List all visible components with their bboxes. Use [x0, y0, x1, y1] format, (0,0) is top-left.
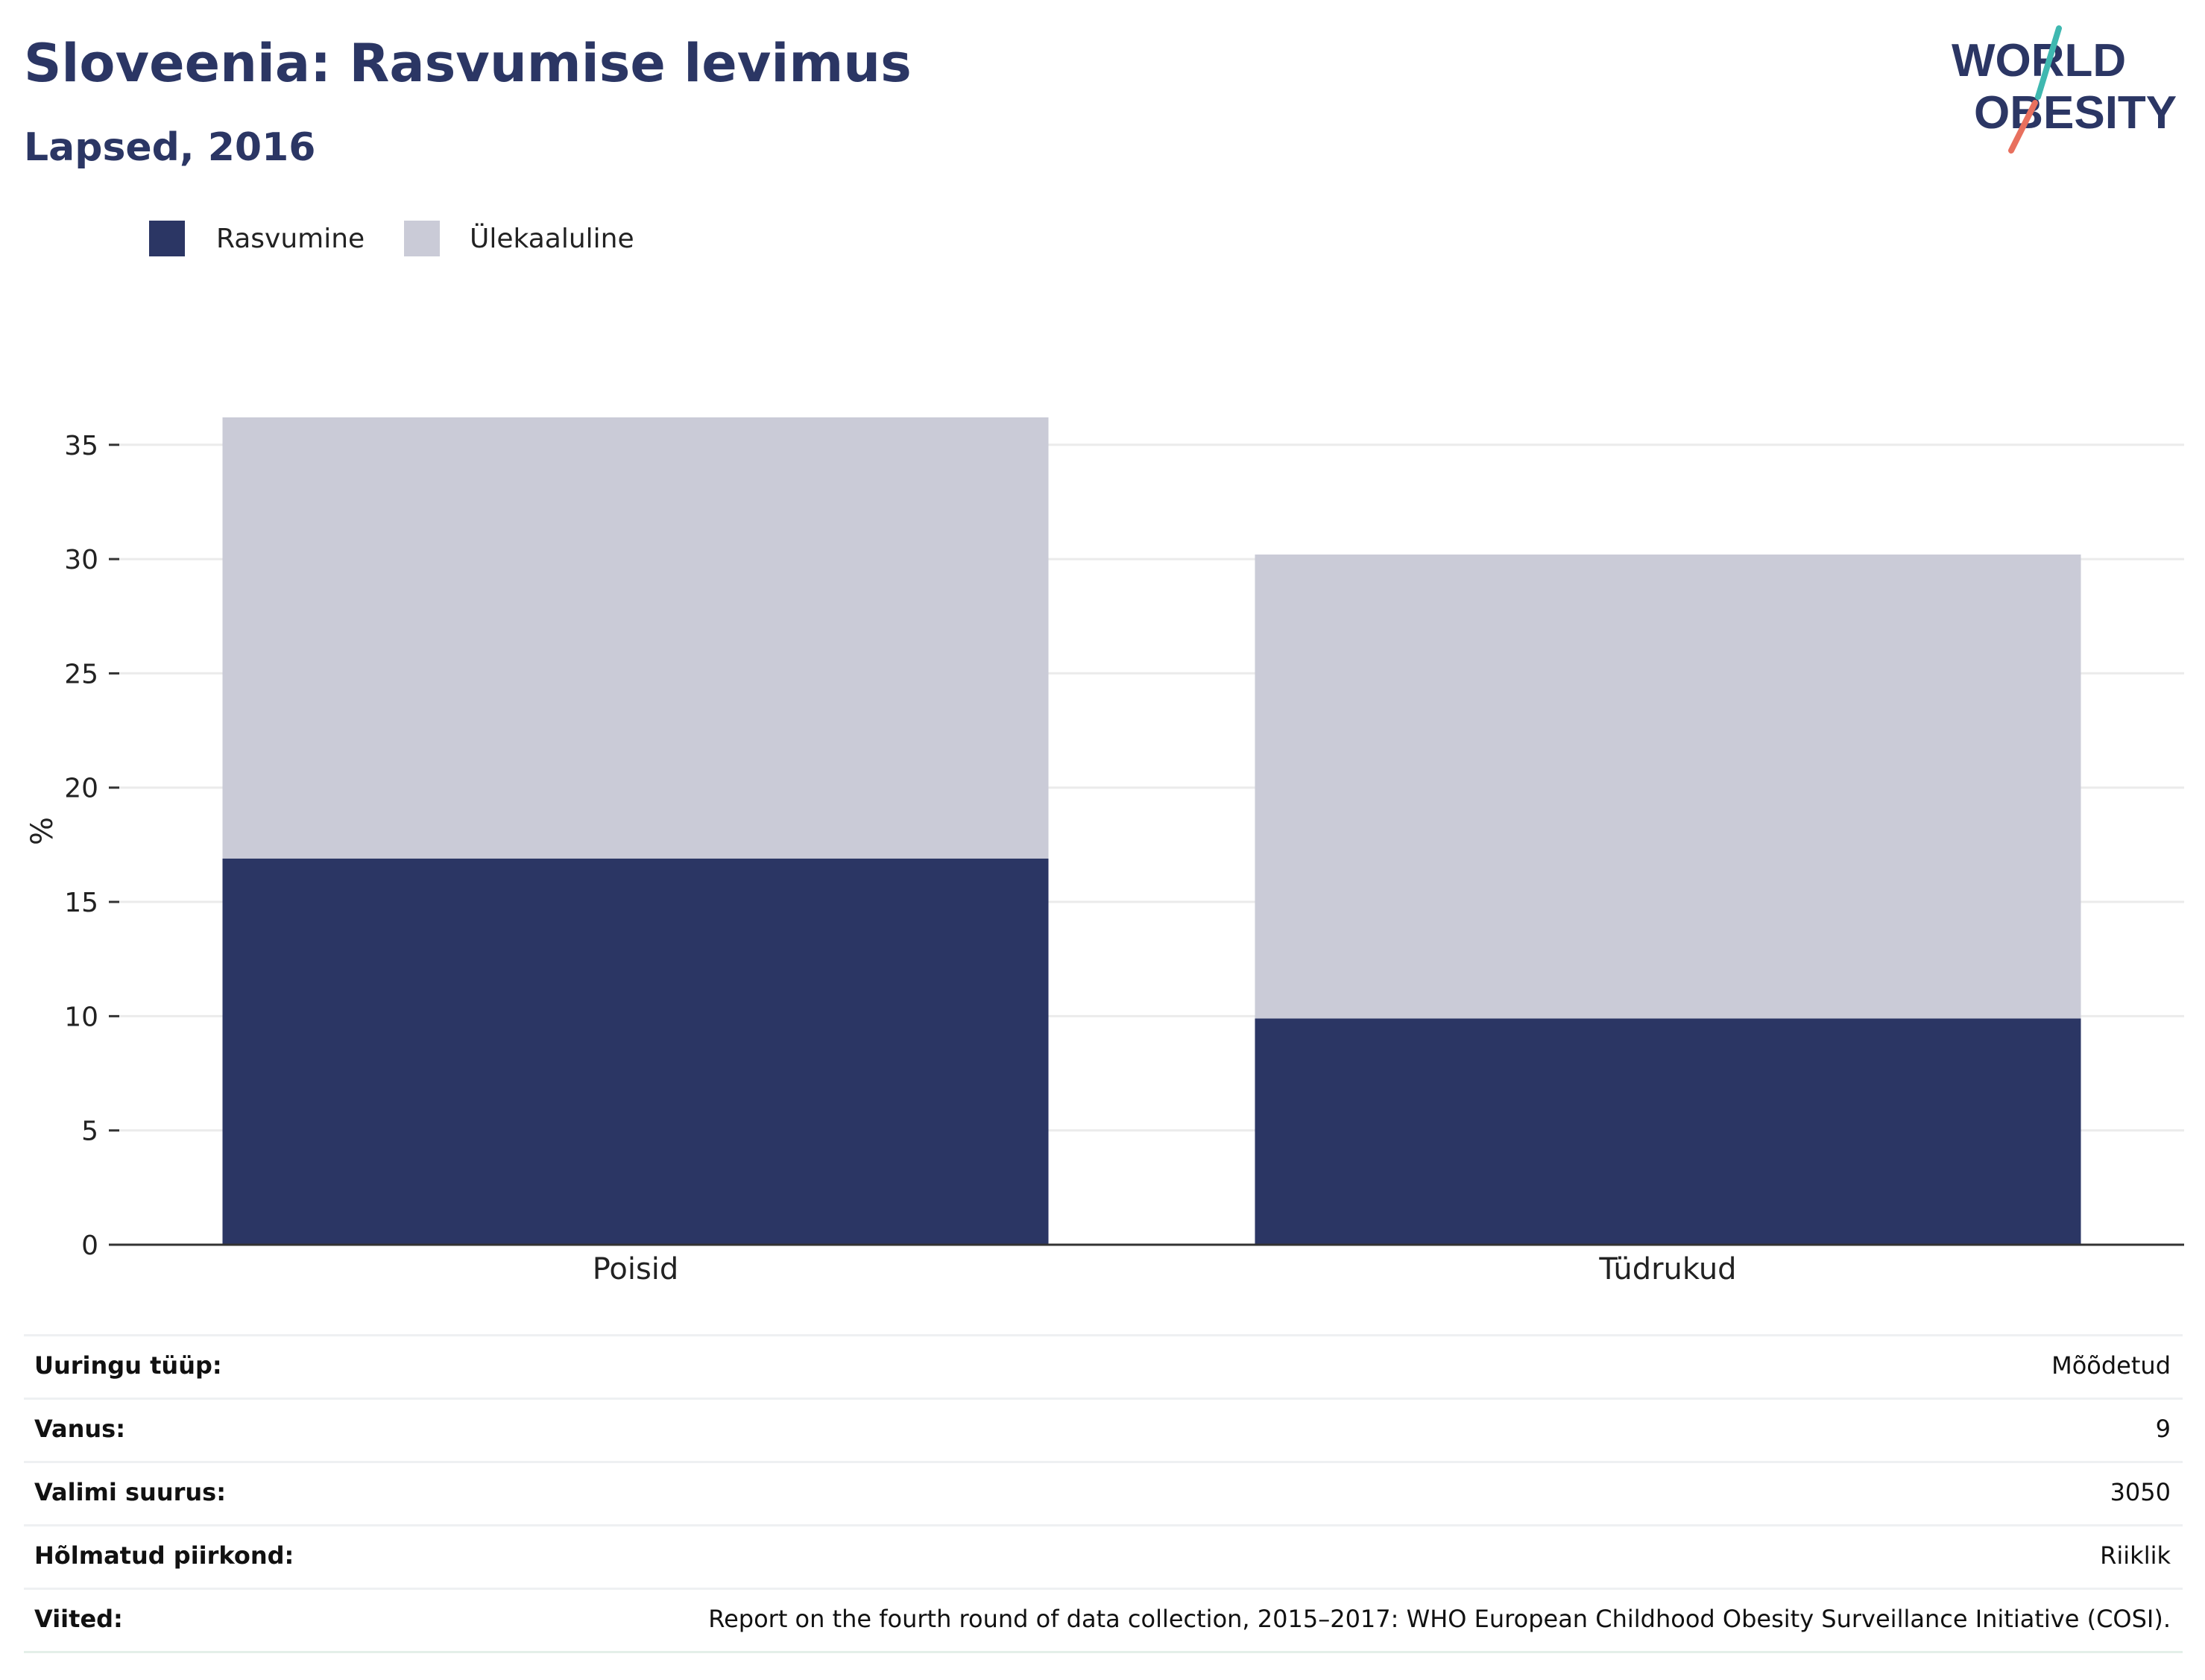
chart-title: Sloveenia: Rasvumise levimus [24, 33, 912, 94]
y-tick-label: 15 [64, 888, 98, 918]
y-tick-label: 30 [64, 545, 98, 575]
legend-label-obesity: Rasvumine [216, 224, 365, 254]
bar-overweight-0 [222, 417, 1049, 859]
info-label: Uuringu tüüp: [34, 1351, 222, 1380]
logo-line-obesity: OBESITY [1974, 87, 2177, 139]
info-value: Mõõdetud [2051, 1351, 2171, 1380]
legend-swatch-obesity [149, 221, 185, 256]
info-value: Report on the fourth round of data colle… [708, 1605, 2171, 1633]
info-row-coverage: Hõlmatud piirkond: Riiklik [24, 1524, 2183, 1588]
info-label: Valimi suurus: [34, 1478, 227, 1506]
logo-slash-coral [2008, 100, 2038, 154]
y-tick-label: 0 [81, 1231, 98, 1261]
logo-slash-teal [2035, 25, 2062, 100]
y-tick-label: 5 [81, 1117, 98, 1147]
world-obesity-logo: WORLD OBESITY [1952, 25, 2177, 154]
legend-label-overweight: Ülekaaluline [470, 224, 634, 254]
axes: 0 5 10 15 20 25 30 35% Poisid Tüdrukud [25, 431, 2184, 1286]
bars [222, 417, 2081, 1245]
y-tick-label: 10 [64, 1002, 98, 1032]
info-row-references: Viited: Report on the fourth round of da… [24, 1588, 2183, 1653]
y-tick-label: 25 [64, 659, 98, 689]
logo-line-world: WORLD [1952, 35, 2126, 86]
y-tick-label: 20 [64, 774, 98, 804]
info-row-age: Vanus: 9 [24, 1398, 2183, 1461]
bar-obesity-0 [222, 858, 1049, 1245]
bar-overweight-1 [1255, 554, 2081, 1019]
y-axis-label: % [25, 817, 60, 845]
x-tick-label: Poisid [593, 1252, 679, 1286]
info-value: 3050 [2110, 1478, 2171, 1506]
info-label: Viited: [34, 1605, 123, 1633]
chart-subtitle: Lapsed, 2016 [24, 125, 316, 170]
legend-swatch-overweight [404, 221, 440, 256]
study-info-table: Uuringu tüüp: Mõõdetud Vanus: 9 Valimi s… [24, 1334, 2183, 1653]
info-value: Riiklik [2100, 1541, 2171, 1570]
bar-obesity-1 [1255, 1018, 2081, 1245]
stacked-bar-chart: 0 5 10 15 20 25 30 35% Poisid Tüdrukud [25, 417, 2184, 1286]
info-value: 9 [2155, 1415, 2171, 1443]
info-label: Hõlmatud piirkond: [34, 1541, 294, 1570]
y-tick-label: 35 [64, 431, 98, 461]
info-row-sample-size: Valimi suurus: 3050 [24, 1461, 2183, 1524]
info-row-survey-type: Uuringu tüüp: Mõõdetud [24, 1334, 2183, 1398]
info-label: Vanus: [34, 1415, 126, 1443]
x-tick-label: Tüdrukud [1598, 1252, 1736, 1286]
